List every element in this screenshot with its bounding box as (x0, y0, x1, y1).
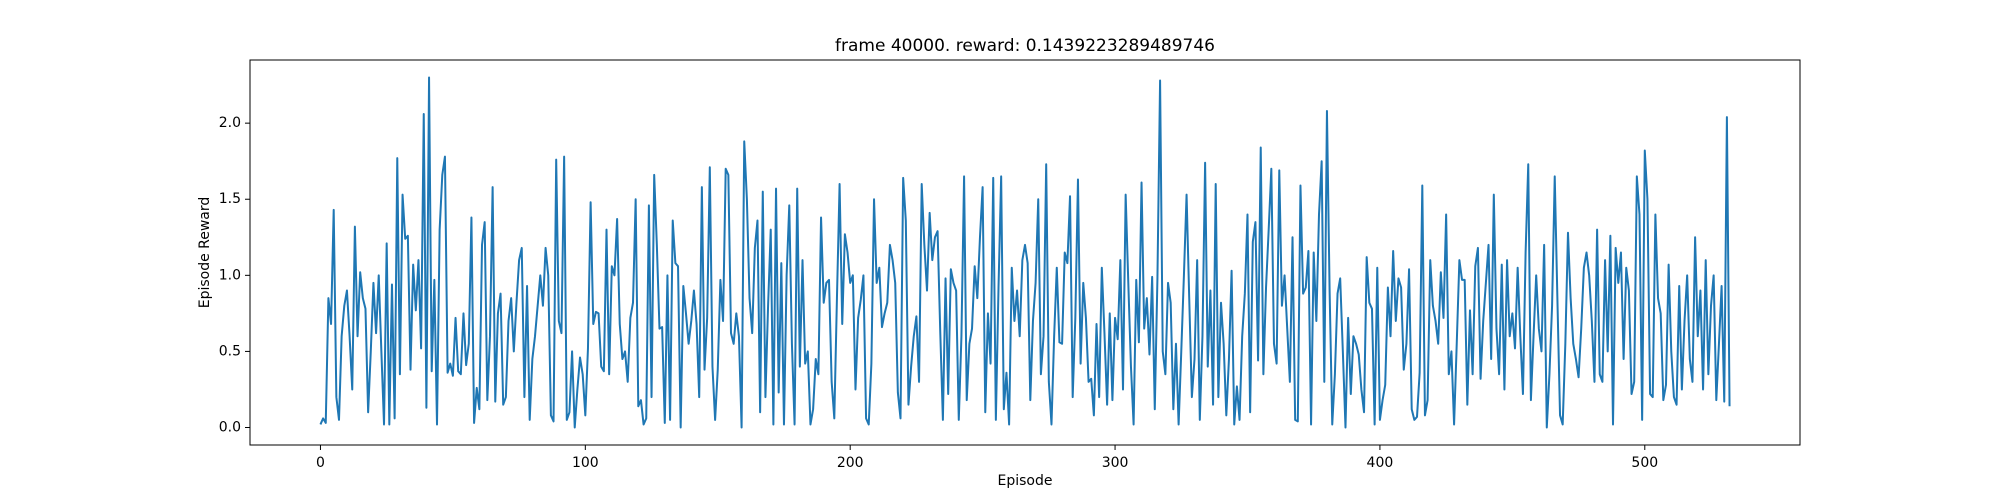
y-tick-label: 2.0 (219, 115, 241, 131)
x-axis-label: Episode (998, 473, 1053, 489)
x-tick-label: 300 (1102, 455, 1129, 471)
y-tick-label: 1.5 (219, 191, 241, 207)
y-axis-label: Episode Reward (197, 197, 213, 309)
data-line (319, 76, 1731, 429)
x-tick-label: 500 (1631, 455, 1658, 471)
x-tick-label: 100 (572, 455, 599, 471)
x-tick-label: 400 (1367, 455, 1394, 471)
chart-title: frame 40000. reward: 0.1439223289489746 (835, 36, 1215, 56)
plot-frame (249, 59, 1801, 446)
y-tick-label: 1.0 (219, 267, 241, 283)
x-tick-label: 0 (316, 455, 325, 471)
y-tick-label: 0.0 (219, 420, 241, 436)
y-tick-label: 0.5 (219, 343, 241, 359)
x-tick-label: 200 (837, 455, 864, 471)
